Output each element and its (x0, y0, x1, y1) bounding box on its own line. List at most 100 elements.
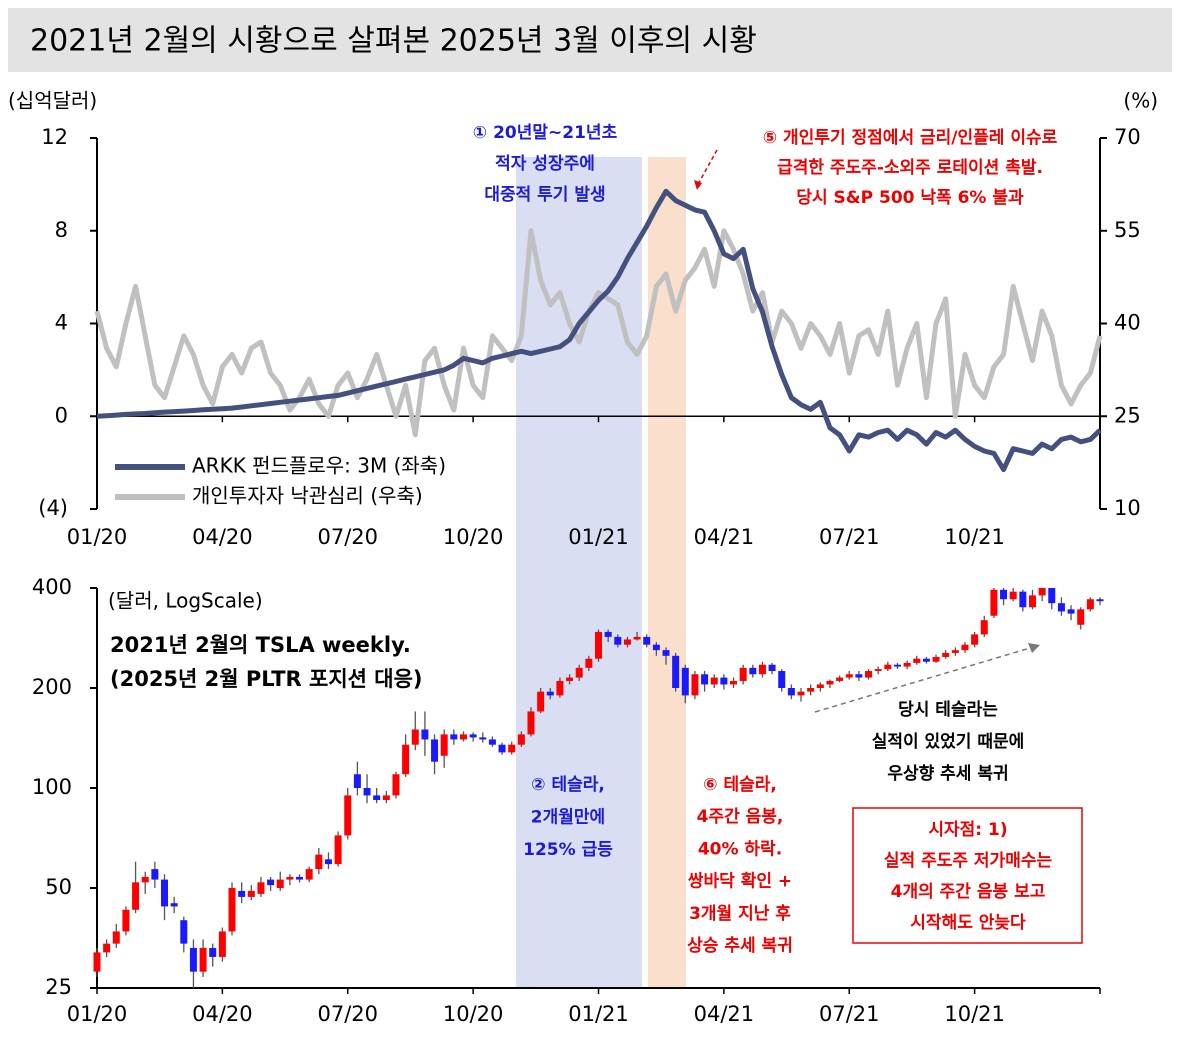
candle-body (643, 636, 651, 645)
x-tick-label: 10/21 (944, 1002, 1005, 1026)
candle-body (865, 671, 873, 678)
candle-body (324, 859, 332, 865)
candle-body (450, 734, 458, 740)
candle-body (1096, 599, 1104, 602)
candle-body (276, 879, 284, 888)
y-tick-label: 25 (45, 975, 72, 999)
candle-body (1057, 603, 1065, 612)
x-tick-label: 07/20 (317, 1002, 378, 1026)
y-tick-label: 0 (55, 403, 68, 427)
x-tick-label: 01/20 (67, 1002, 128, 1026)
x-tick-label: 07/21 (819, 525, 880, 549)
candle-body (720, 677, 728, 685)
y-tick-label: 8 (55, 218, 68, 242)
candle-body (363, 788, 371, 796)
candle-body (595, 631, 602, 659)
candle-body (961, 644, 969, 651)
candle-body (334, 835, 342, 865)
candle-body (161, 879, 169, 907)
candle-body (845, 674, 853, 678)
annotation: 우상향 추세 복귀 (887, 763, 1008, 784)
annotation-arrow (696, 149, 718, 187)
candle-body (797, 691, 805, 696)
candle-body (855, 674, 863, 678)
x-tick-label: 04/21 (694, 1002, 755, 1026)
candle-body (238, 890, 246, 897)
candle-body (1048, 588, 1056, 604)
y2-axis-label: (%) (1123, 89, 1158, 113)
x-tick-label: 04/21 (694, 525, 755, 549)
candle-body (566, 677, 574, 681)
x-tick-label: 01/20 (67, 525, 128, 549)
arrow-head (1028, 643, 1040, 653)
candle-body (1000, 589, 1008, 600)
arrow-head (694, 180, 702, 190)
candle-body (623, 639, 631, 645)
candle-body (913, 658, 921, 663)
x-tick-label: 04/20 (192, 1002, 253, 1026)
candle-body (710, 677, 718, 685)
candle-body (778, 671, 786, 688)
candle-body (180, 920, 188, 944)
candle-body (479, 737, 487, 740)
candle-body (247, 890, 255, 897)
candle-body (546, 691, 554, 696)
candle-body (1019, 591, 1027, 608)
chart-title: (2025년 2월 PLTR 포지션 대응) (110, 667, 423, 691)
candle-body (614, 636, 622, 645)
candle-body (922, 658, 930, 662)
candle-body (122, 909, 130, 932)
y-tick-label: 4 (55, 311, 68, 335)
candle-body (112, 931, 120, 944)
candle-body (749, 667, 757, 675)
candle-body (498, 744, 506, 753)
y-tick-label: 200 (32, 675, 72, 699)
candle-body (373, 795, 381, 801)
candle-body (344, 795, 352, 836)
candle-body (701, 674, 709, 685)
candle-body (141, 876, 149, 883)
candle-body (402, 744, 410, 775)
candle-body (151, 869, 159, 880)
x-tick-label: 10/20 (443, 1002, 504, 1026)
candle-body (1009, 591, 1017, 600)
candle-body (488, 739, 496, 745)
y-axis-label: (십억달러) (8, 89, 97, 113)
candle-body (652, 644, 660, 651)
candle-body (421, 729, 429, 740)
candle-body (990, 589, 998, 616)
x-tick-label: 10/20 (443, 525, 504, 549)
candle-body (730, 680, 738, 685)
candle-body (575, 667, 583, 678)
candle-body (604, 631, 612, 637)
candle-body (1067, 609, 1075, 614)
candle-body (1028, 595, 1036, 608)
annotation-box (852, 807, 1083, 944)
annotation: 실적이 있었기 때문에 (872, 731, 1025, 752)
candle-body (267, 879, 275, 886)
candle-body (93, 952, 101, 972)
annotation: 125% 급등 (523, 840, 613, 860)
y2-tick-label: 55 (1114, 218, 1141, 242)
annotation: 시자점: 1) (928, 820, 1007, 840)
x-tick-label: 01/21 (568, 525, 629, 549)
candle-body (1086, 599, 1094, 610)
candle-body (633, 636, 641, 640)
y2-tick-label: 40 (1114, 311, 1141, 335)
candle-body (739, 667, 747, 681)
chart-title: 2021년 2월의 TSLA weekly. (110, 633, 411, 657)
page-title: 2021년 2월의 시황으로 살펴본 2025년 3월 이후의 시황 (30, 24, 757, 59)
candle-body (1038, 588, 1046, 596)
candle-body (556, 680, 564, 696)
annotation: 상승 추세 복귀 (687, 936, 793, 956)
annotation: 당시 S&P 500 낙폭 6% 불과 (796, 188, 1024, 208)
candle-body (874, 669, 882, 672)
candle-body (392, 774, 400, 796)
candle-body (537, 691, 545, 712)
x-tick-label: 07/20 (317, 525, 378, 549)
x-tick-label: 10/21 (944, 525, 1005, 549)
y2-tick-label: 10 (1114, 496, 1141, 520)
data-line (94, 228, 1103, 438)
